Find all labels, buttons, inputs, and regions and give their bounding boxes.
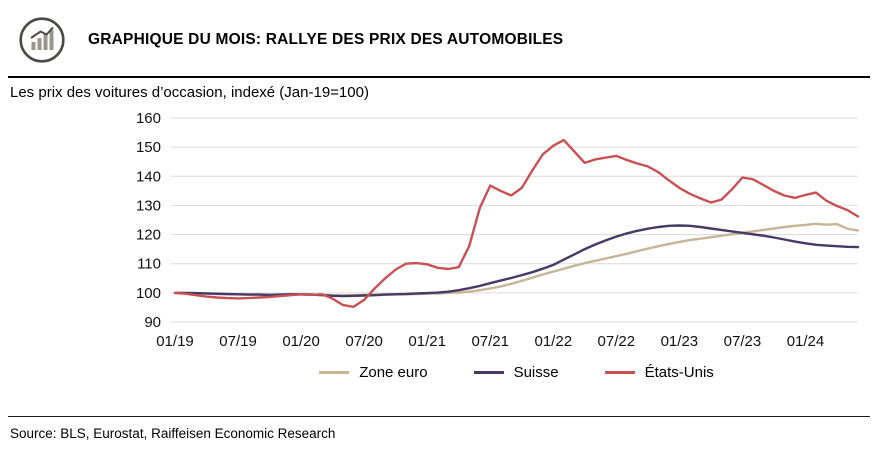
y-tick-label: 100 — [136, 285, 161, 302]
legend-label: Zone euro — [359, 364, 428, 381]
legend-item-zone-euro: Zone euro — [319, 364, 428, 381]
chart-subtitle: Les prix des voitures d’occasion, indexé… — [10, 84, 369, 101]
y-tick-label: 160 — [136, 110, 161, 127]
legend-item-etats-unis: États-Unis — [604, 364, 714, 381]
footer-divider — [8, 416, 870, 417]
x-tick-label: 07/22 — [598, 333, 636, 350]
x-tick-label: 01/21 — [408, 333, 446, 350]
legend-label: Suisse — [513, 364, 559, 381]
y-tick-label: 140 — [136, 168, 161, 185]
legend-swatch — [319, 371, 350, 374]
series-line-suisse — [173, 224, 860, 298]
x-tick-label: 07/19 — [219, 333, 257, 350]
page-title: GRAPHIQUE DU MOIS: RALLYE DES PRIX DES A… — [88, 31, 564, 48]
y-tick-label: 130 — [136, 197, 161, 214]
x-tick-label: 07/21 — [471, 333, 509, 350]
y-tick-label: 110 — [137, 256, 161, 273]
bar-chart-icon — [18, 16, 66, 64]
y-tick-label: 150 — [136, 139, 161, 156]
y-tick-label: 90 — [144, 314, 161, 331]
legend-item-suisse: Suisse — [473, 364, 559, 381]
price-index-chart: 90 100 110 120 130 140 150 160 01/19 07/19 01/20 07… — [136, 110, 860, 350]
x-tick-label: 01/24 — [787, 333, 825, 350]
x-tick-label: 01/23 — [661, 333, 699, 350]
legend: Zone euro Suisse États-Unis — [175, 364, 858, 381]
legend-swatch — [604, 371, 635, 374]
header: GRAPHIQUE DU MOIS: RALLYE DES PRIX DES A… — [18, 16, 563, 64]
legend-swatch — [473, 371, 504, 374]
x-tick-label: 01/22 — [535, 333, 573, 350]
legend-label: États-Unis — [644, 364, 714, 381]
x-tick-label: 07/23 — [724, 333, 762, 350]
header-divider — [8, 76, 870, 78]
y-tick-label: 120 — [136, 227, 161, 244]
source-note: Source: BLS, Eurostat, Raiffeisen Econom… — [10, 426, 336, 441]
x-tick-label: 07/20 — [345, 333, 383, 350]
x-tick-label: 01/20 — [282, 333, 320, 350]
series-line-etats-unis — [173, 138, 860, 309]
x-tick-label: 01/19 — [156, 333, 194, 350]
